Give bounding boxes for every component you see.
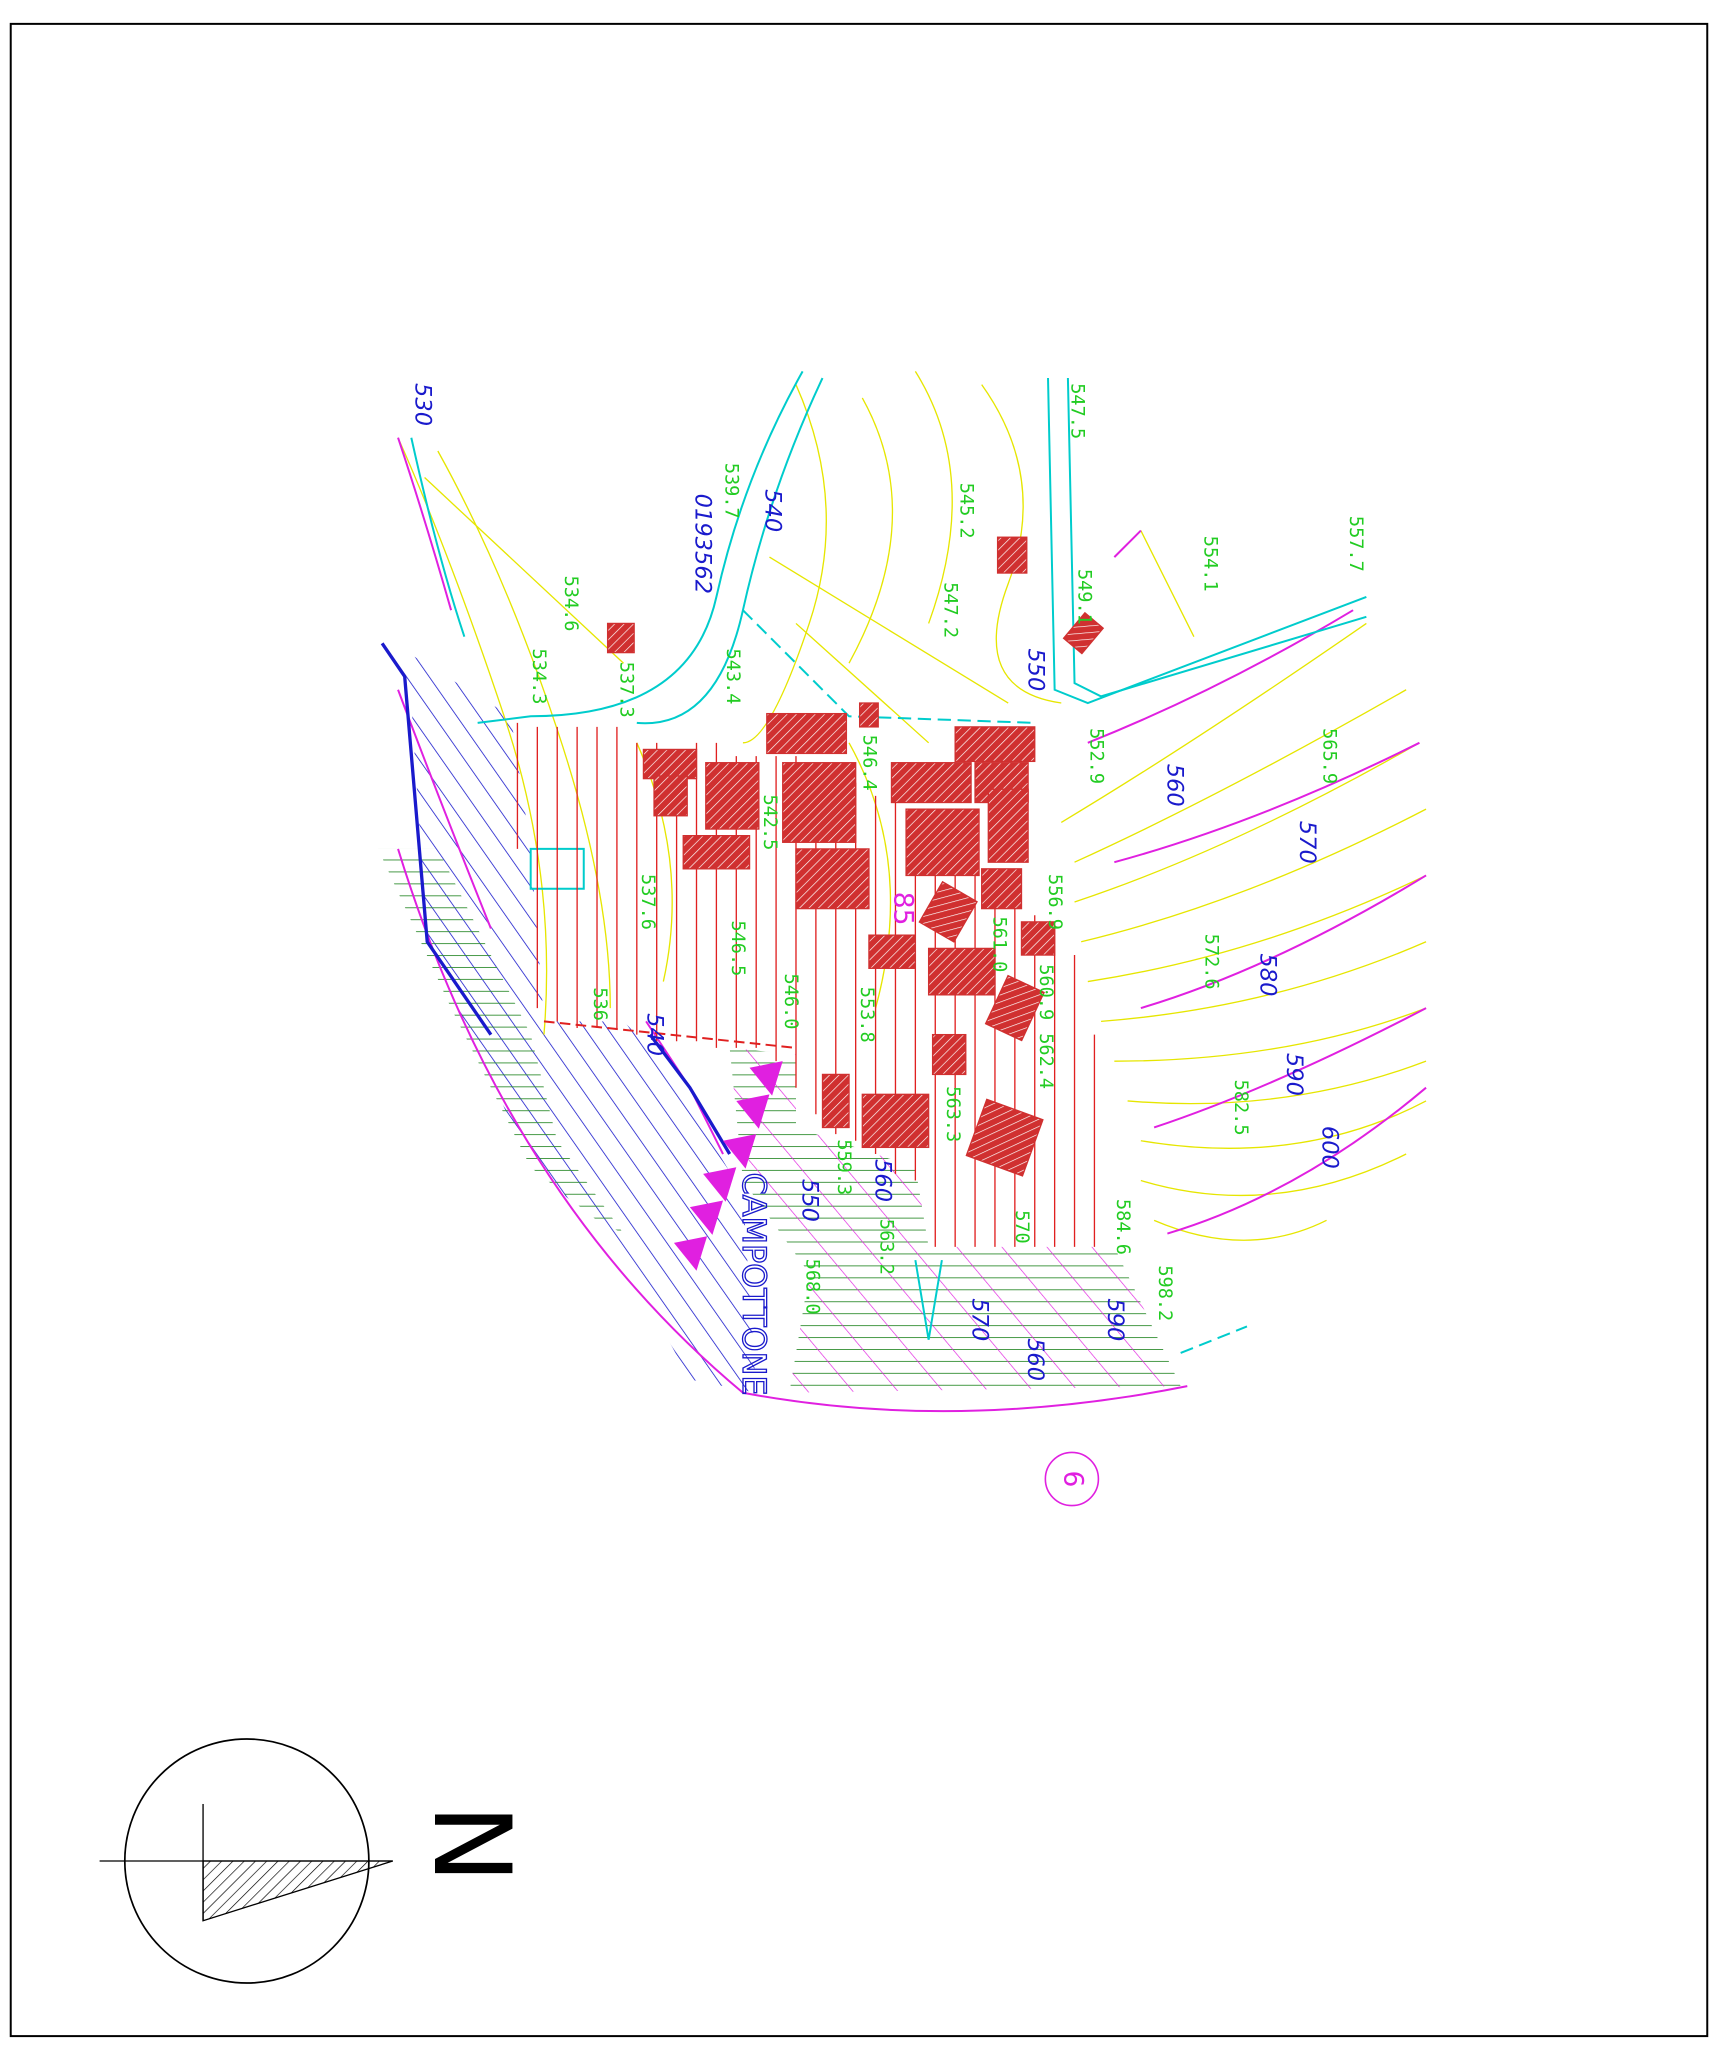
contour-label: 560 xyxy=(870,1159,896,1202)
block-label: 85 xyxy=(888,892,919,926)
contour-label: 530 xyxy=(409,383,435,426)
place-name: CAMPOTTONE xyxy=(735,1173,773,1396)
spot-height: 547.2 xyxy=(939,582,960,638)
spot-height: 546.0 xyxy=(780,974,801,1030)
spot-height: 537.6 xyxy=(637,874,658,930)
contour-label: 540 xyxy=(642,1013,668,1056)
contour-label: 570 xyxy=(1294,821,1320,864)
contour-label: 570 xyxy=(967,1298,993,1341)
spot-height: 565.9 xyxy=(1319,728,1340,784)
sheet-border xyxy=(9,22,1709,2038)
spot-height: 563.2 xyxy=(876,1219,897,1275)
spot-height: 553.8 xyxy=(856,987,877,1043)
contour-label: 590 xyxy=(1102,1298,1128,1341)
spot-height: 562.4 xyxy=(1035,1033,1056,1089)
parcel-lines xyxy=(516,722,1096,1247)
spot-height: 534.6 xyxy=(560,576,581,632)
spot-height: 563.3 xyxy=(942,1086,963,1142)
spot-height: 556.9 xyxy=(1044,874,1065,930)
sheet-code: 0193562 xyxy=(689,494,715,594)
spot-height: 542.5 xyxy=(759,794,780,850)
spot-height: 539.7 xyxy=(720,463,741,519)
spot-height: 546.5 xyxy=(727,920,748,976)
north-label: N xyxy=(409,1804,532,1883)
spot-height: 537.3 xyxy=(616,662,637,718)
contour-label: 560 xyxy=(1022,1338,1048,1381)
contour-label: 590 xyxy=(1281,1053,1307,1096)
contour-label: 550 xyxy=(797,1179,823,1222)
spot-height: 568.0 xyxy=(801,1259,822,1315)
roads xyxy=(410,370,1367,1354)
buildings xyxy=(606,536,1105,1177)
contour-label: 540 xyxy=(760,489,786,532)
contours xyxy=(380,371,1427,1413)
spot-height: 584.6 xyxy=(1112,1199,1133,1255)
spot-height: 549.1 xyxy=(1073,569,1094,625)
spot-height: 557.7 xyxy=(1345,516,1366,572)
north-arrow xyxy=(99,1738,393,1984)
spot-height: 582.5 xyxy=(1230,1080,1251,1136)
hatched-areas xyxy=(378,636,1181,1393)
sheet-number: 6 xyxy=(1057,1471,1088,1488)
spot-height: 572.6 xyxy=(1201,934,1222,990)
contour-label: 580 xyxy=(1254,953,1280,996)
spot-height: 546.4 xyxy=(858,735,879,791)
spot-height: 536 xyxy=(589,987,610,1021)
spot-height: 598.2 xyxy=(1154,1265,1175,1321)
spot-height: 559.3 xyxy=(833,1139,854,1195)
triangles xyxy=(673,1061,783,1271)
spot-height: 543.4 xyxy=(722,649,743,705)
contour-label: 550 xyxy=(1022,648,1048,691)
spot-height: 554.1 xyxy=(1199,536,1220,592)
spot-height: 552.9 xyxy=(1085,728,1106,784)
spot-height: 547.5 xyxy=(1067,383,1088,439)
spot-height: 560.9 xyxy=(1035,964,1056,1020)
spot-height: 545.2 xyxy=(955,483,976,539)
contour-label: 560 xyxy=(1162,764,1188,807)
sheet-number-circle xyxy=(1044,1451,1100,1507)
contour-label: 570 xyxy=(1011,1210,1032,1244)
spot-height: 561.0 xyxy=(988,916,1009,972)
spot-height: 534.3 xyxy=(528,649,549,705)
contour-label: 600 xyxy=(1317,1126,1343,1169)
